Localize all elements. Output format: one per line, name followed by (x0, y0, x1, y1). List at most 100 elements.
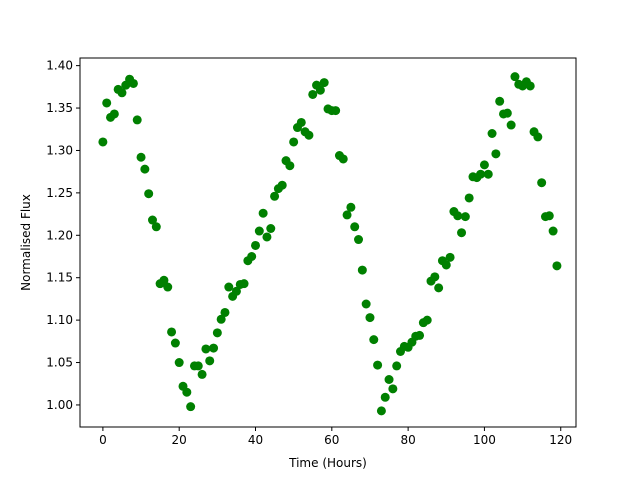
data-point (136, 152, 146, 162)
data-point (552, 261, 562, 271)
data-point (441, 260, 451, 270)
y-tick-label: 1.10 (46, 313, 73, 327)
y-axis-label: Normalised Flux (19, 194, 33, 291)
data-point (415, 330, 425, 340)
x-tick-label: 0 (99, 433, 107, 447)
data-point (495, 96, 505, 106)
data-point (266, 224, 276, 233)
data-point (147, 215, 157, 225)
data-point (308, 89, 318, 99)
data-point (296, 117, 306, 127)
data-point (376, 406, 386, 416)
data-point (193, 361, 203, 371)
data-point (460, 212, 470, 222)
data-point (506, 120, 516, 130)
data-point (277, 180, 287, 190)
data-point (216, 314, 226, 324)
x-axis-label: Time (Hours) (288, 456, 367, 470)
data-point (369, 335, 379, 345)
data-point (373, 360, 383, 370)
data-point (205, 356, 215, 366)
x-tick-label: 40 (248, 433, 263, 447)
data-point (365, 313, 375, 323)
data-point (186, 402, 196, 412)
data-point (384, 375, 394, 384)
data-point (350, 222, 360, 232)
data-point (483, 169, 493, 179)
data-point (132, 115, 142, 125)
data-point (102, 98, 112, 108)
x-tick-label: 80 (400, 433, 415, 447)
x-tick-label: 100 (473, 433, 496, 447)
y-tick-label: 1.40 (46, 59, 73, 73)
x-tick-label: 120 (549, 433, 572, 447)
data-point (201, 344, 211, 354)
data-point (239, 279, 249, 289)
data-points (98, 72, 562, 416)
data-point (140, 164, 150, 174)
data-point (392, 361, 402, 371)
data-point (254, 226, 264, 236)
data-point (548, 226, 558, 236)
data-point (487, 129, 497, 138)
y-tick-label: 1.25 (46, 186, 73, 200)
data-point (361, 299, 371, 309)
data-point (502, 108, 512, 118)
data-point (434, 283, 444, 293)
data-point (525, 81, 535, 91)
data-point (491, 149, 501, 159)
data-point (144, 189, 154, 199)
y-tick-label: 1.30 (46, 143, 73, 157)
data-point (258, 208, 268, 218)
data-point (338, 154, 348, 164)
x-axis-ticks: 0 20 40 60 80 100 120 (99, 427, 572, 447)
data-point (128, 78, 138, 88)
data-point (544, 211, 554, 221)
y-tick-label: 1.00 (46, 398, 73, 412)
data-point (289, 137, 299, 147)
data-point (537, 178, 547, 188)
y-tick-label: 1.05 (46, 356, 73, 370)
data-point (331, 106, 341, 116)
data-point (304, 130, 314, 140)
data-point (251, 240, 261, 250)
data-point (109, 109, 119, 119)
data-point (224, 282, 234, 292)
plot-area-frame (79, 57, 577, 428)
data-point (98, 137, 108, 147)
data-point (357, 265, 367, 275)
y-tick-label: 1.20 (46, 228, 73, 242)
data-point (270, 191, 280, 201)
data-point (209, 343, 219, 353)
data-point (159, 275, 169, 285)
data-point (231, 286, 241, 296)
data-point (445, 252, 455, 262)
data-point (117, 88, 127, 98)
data-point (533, 132, 543, 142)
data-point (262, 232, 272, 242)
data-point (285, 161, 295, 171)
data-point (342, 210, 352, 220)
data-point (457, 228, 467, 238)
data-point (464, 193, 474, 203)
data-point (220, 307, 230, 317)
y-axis-ticks: 1.00 1.05 1.10 1.15 1.20 1.25 1.30 1.35 1.40 (46, 59, 80, 412)
data-point (388, 384, 398, 394)
data-point (430, 272, 440, 282)
data-point (212, 328, 222, 338)
data-point (182, 387, 192, 397)
data-point (422, 315, 432, 325)
x-tick-label: 20 (172, 433, 187, 447)
data-point (174, 358, 184, 368)
data-point (476, 169, 486, 179)
data-point (170, 338, 180, 348)
x-tick-label: 60 (324, 433, 339, 447)
data-point (315, 85, 325, 95)
data-point (346, 202, 356, 212)
data-point (510, 72, 520, 82)
y-tick-label: 1.35 (46, 101, 73, 115)
data-point (247, 252, 257, 261)
data-point (453, 211, 463, 221)
